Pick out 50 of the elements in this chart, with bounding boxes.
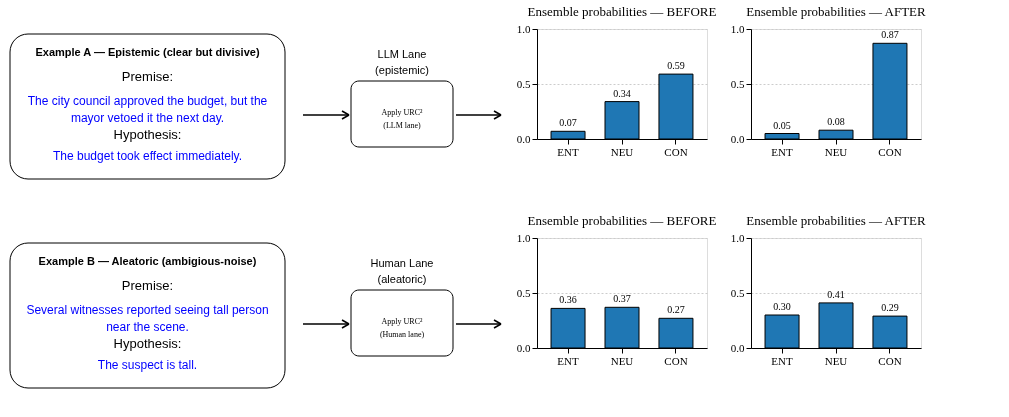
y-tick-label: 0.5 xyxy=(730,77,745,90)
text: Hypothesis: xyxy=(113,336,182,351)
y-tick-label: 0.5 xyxy=(516,286,531,299)
y-tick-label: 0.0 xyxy=(730,341,745,354)
x-tick-label: NEU xyxy=(824,354,848,367)
data-label: 0.29 xyxy=(881,302,899,314)
data-label: 0.34 xyxy=(613,87,631,99)
x-tick-label: CON xyxy=(664,145,688,158)
y-tick-label: 1.0 xyxy=(516,231,531,244)
text: Several witnesses reported seeing tall person near the scene. xyxy=(26,303,269,334)
y-tick-label: 0.0 xyxy=(730,132,745,145)
y-tick-label: 0.0 xyxy=(516,341,531,354)
data-label: 0.59 xyxy=(667,60,685,72)
x-tick-label: NEU xyxy=(610,145,634,158)
data-label: 0.41 xyxy=(827,288,845,300)
x-tick-label: NEU xyxy=(610,354,634,367)
data-label: 0.37 xyxy=(613,293,631,305)
text: The city council approved the budget, but the mayor vetoed it the next day. xyxy=(27,94,268,125)
x-tick-label: ENT xyxy=(557,354,579,367)
x-tick-label: ENT xyxy=(557,145,579,158)
chart-title: Ensemble probabilities — BEFORE xyxy=(527,4,717,19)
data-label: 0.30 xyxy=(773,301,791,312)
x-tick-label: NEU xyxy=(824,145,848,158)
data-label: 0.05 xyxy=(773,119,791,131)
text: Premise: xyxy=(121,69,174,84)
y-tick-label: 1.0 xyxy=(730,22,745,35)
y-tick-label: 0.5 xyxy=(516,77,531,90)
x-tick-label: ENT xyxy=(771,145,793,158)
y-tick-label: 1.0 xyxy=(516,22,531,35)
x-tick-label: CON xyxy=(878,354,902,367)
x-tick-label: CON xyxy=(878,145,902,158)
text: The budget took effect immediately. xyxy=(53,149,242,163)
chart-title: Ensemble probabilities — AFTER xyxy=(746,4,927,19)
data-label: 0.07 xyxy=(559,117,577,129)
text: Hypothesis: xyxy=(113,127,182,142)
text: Example A — Epistemic (clear but divisive) xyxy=(35,46,260,58)
chart-title: Ensemble probabilities — BEFORE xyxy=(527,213,717,228)
chart-title: Ensemble probabilities — AFTER xyxy=(746,213,927,228)
text: The suspect is tall. xyxy=(97,358,198,372)
data-label: 0.08 xyxy=(827,116,845,128)
x-tick-label: CON xyxy=(664,354,688,367)
data-label: 0.27 xyxy=(667,304,685,316)
text: Premise: xyxy=(121,278,174,293)
data-label: 0.36 xyxy=(559,294,577,306)
text: Example B — Aleatoric (ambigious-noise) xyxy=(38,255,257,267)
data-label: 0.87 xyxy=(881,29,899,41)
y-tick-label: 0.5 xyxy=(730,286,745,299)
y-tick-label: 1.0 xyxy=(730,231,745,244)
y-tick-label: 0.0 xyxy=(516,132,531,145)
x-tick-label: ENT xyxy=(771,354,793,367)
